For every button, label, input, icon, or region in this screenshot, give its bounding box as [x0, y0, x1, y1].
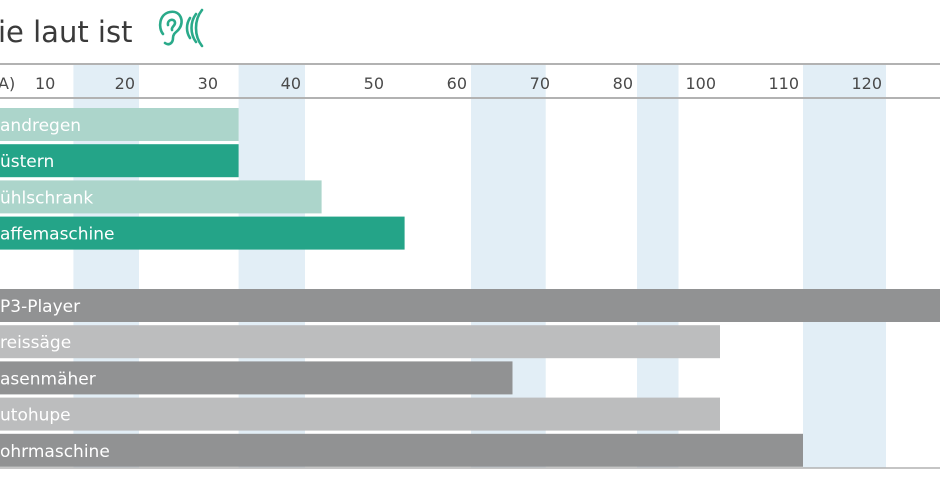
bar-reissäge: [0, 325, 720, 359]
bar-ühlschrank: [0, 180, 322, 214]
tick-label-50: 50: [364, 74, 384, 93]
tick-label-20: 20: [115, 74, 135, 93]
bar-ohrmaschine: [0, 433, 803, 467]
bar-label-ühlschrank: ühlschrank: [0, 188, 93, 208]
bar-asenmäher: [0, 361, 513, 395]
bar-label-üstern: üstern: [0, 152, 54, 172]
bar-label-P3-Player: P3-Player: [0, 297, 80, 317]
tick-label-30: 30: [198, 74, 218, 93]
tick-label-40: 40: [281, 74, 301, 93]
bar-üstern: [0, 144, 239, 178]
bar-label-affemaschine: affemaschine: [0, 225, 115, 245]
bar-label-ohrmaschine: ohrmaschine: [0, 442, 110, 462]
bar-andregen: [0, 108, 239, 141]
tick-label-100: 100: [685, 74, 716, 93]
bar-affemaschine: [0, 216, 405, 250]
ear-icon: [158, 8, 204, 48]
bar-label-reissäge: reissäge: [0, 333, 71, 353]
bars: andregen üstern ühlschrank affemaschine P3-P…: [0, 108, 940, 467]
tick-label-70: 70: [530, 74, 550, 93]
tick-label-120: 120: [851, 74, 882, 93]
background-band-4: [803, 64, 886, 468]
background-bands: [73, 64, 886, 468]
unit-label: A): [0, 74, 15, 93]
bar-label-andregen: andregen: [0, 116, 81, 136]
tick-label-60: 60: [447, 74, 467, 93]
bar-label-asenmäher: asenmäher: [0, 369, 96, 389]
bar-P3-Player: [0, 289, 940, 322]
x-axis-ticks: A)10203040506070801001101201: [0, 74, 882, 93]
chart-title: ie laut ist: [0, 15, 132, 49]
tick-label-110: 110: [768, 74, 799, 93]
tick-label-80: 80: [613, 74, 633, 93]
bar-utohupe: [0, 397, 720, 431]
tick-label-10: 10: [35, 74, 55, 93]
bar-label-utohupe: utohupe: [0, 406, 71, 426]
